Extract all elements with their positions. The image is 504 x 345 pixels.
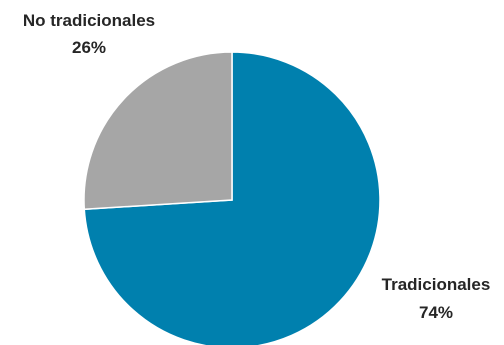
pie-slice-no-tradicionales <box>83 51 233 211</box>
slice-label-value-tradicionales: 74% <box>419 303 453 322</box>
slice-label-name-no-tradicionales: No tradicionales <box>23 11 155 30</box>
slice-label-name-tradicionales: Tradicionales <box>382 275 491 294</box>
slice-label-value-no-tradicionales: 26% <box>72 38 106 57</box>
pie-slices <box>83 51 381 345</box>
